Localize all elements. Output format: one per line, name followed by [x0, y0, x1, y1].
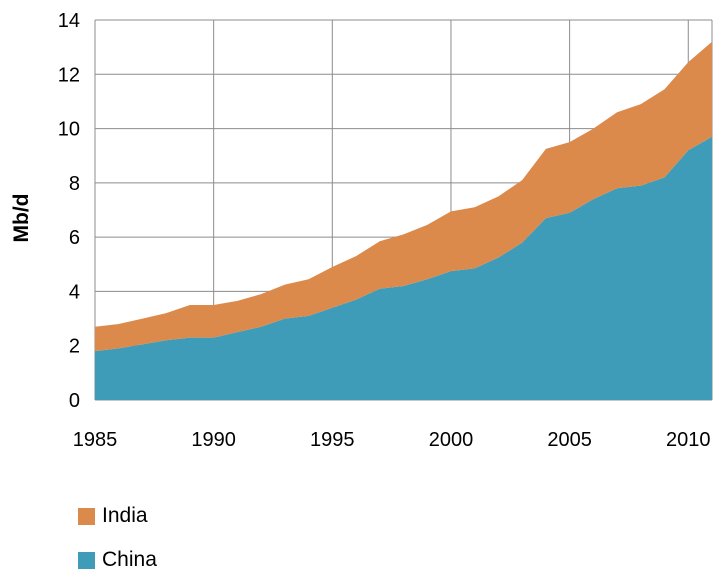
x-tick-label: 1995 — [310, 429, 355, 451]
y-tick-labels: 0 2 4 6 8 10 12 14 — [58, 10, 80, 412]
chart-svg: 0 2 4 6 8 10 12 14 1985 1990 1995 2000 2005 2010 Mb/… — [10, 10, 713, 451]
legend: India China — [78, 494, 157, 582]
y-tick-label: 6 — [69, 227, 80, 249]
legend-label-india: India — [102, 504, 148, 527]
y-tick-label: 12 — [58, 64, 80, 86]
legend-label-china: China — [102, 548, 157, 571]
y-axis-label: Mb/d — [10, 194, 33, 243]
chart-areas — [95, 41, 712, 400]
x-tick-labels: 1985 1990 1995 2000 2005 2010 — [73, 429, 711, 451]
legend-swatch-india — [78, 507, 95, 525]
y-tick-label: 10 — [58, 119, 80, 141]
legend-item-china: China — [78, 538, 157, 582]
y-tick-label: 2 — [69, 336, 80, 358]
x-tick-label: 1985 — [73, 429, 118, 451]
area-china — [95, 136, 712, 400]
y-tick-label: 8 — [69, 173, 80, 195]
y-tick-label: 14 — [58, 10, 80, 32]
y-tick-label: 0 — [69, 390, 80, 412]
legend-item-india: India — [78, 494, 157, 538]
legend-swatch-china — [78, 551, 95, 569]
x-tick-label: 1990 — [191, 429, 236, 451]
area-india — [95, 41, 712, 352]
x-tick-label: 2010 — [666, 429, 711, 451]
x-tick-label: 2005 — [547, 429, 592, 451]
x-tick-label: 2000 — [429, 429, 474, 451]
y-tick-label: 4 — [69, 281, 80, 303]
